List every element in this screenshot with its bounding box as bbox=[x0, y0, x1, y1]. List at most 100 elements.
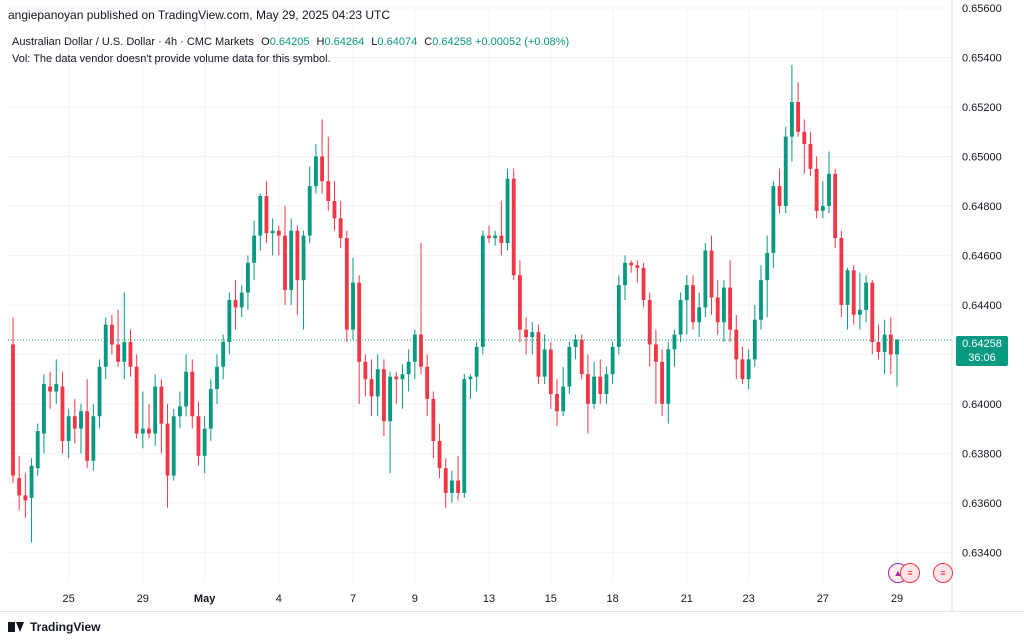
candle-body bbox=[666, 349, 671, 404]
candle-body bbox=[443, 468, 448, 493]
candle-body bbox=[555, 393, 559, 412]
candle-body bbox=[326, 181, 331, 201]
candle-body bbox=[511, 178, 516, 276]
candle-body bbox=[276, 230, 281, 236]
candlestick-chart: 0.634000.636000.638000.640000.642000.644… bbox=[8, 0, 1002, 612]
candle-body bbox=[122, 342, 127, 362]
open-value: 0.64205 bbox=[269, 36, 310, 48]
candle-body bbox=[351, 282, 355, 330]
candle-body bbox=[332, 200, 337, 219]
candle-body bbox=[783, 136, 788, 206]
candle-body bbox=[437, 440, 442, 469]
low-value: 0.64074 bbox=[377, 36, 418, 48]
time-tick-label: 13 bbox=[483, 593, 495, 605]
candle-body bbox=[684, 285, 689, 300]
publisher-line: angiepanoyan published on TradingView.co… bbox=[8, 8, 391, 22]
candle-body bbox=[41, 384, 46, 434]
candle-body bbox=[400, 374, 405, 380]
candle-body bbox=[29, 465, 34, 498]
candle-body bbox=[425, 366, 430, 399]
candle-body bbox=[233, 299, 238, 308]
time-tick-label: 4 bbox=[276, 593, 282, 605]
candle-body bbox=[802, 131, 807, 145]
us-flag-icon[interactable]: ≡ bbox=[933, 563, 953, 583]
symbol-title: Australian Dollar / U.S. Dollar · 4h · C… bbox=[12, 36, 255, 48]
candle-body bbox=[505, 178, 510, 244]
candle-body bbox=[103, 324, 108, 367]
candle-body bbox=[301, 235, 306, 281]
chart-legend: Australian Dollar / U.S. Dollar · 4h · C… bbox=[12, 34, 569, 68]
candle-body bbox=[746, 359, 751, 380]
candle-body bbox=[839, 238, 844, 305]
candle-body bbox=[808, 144, 813, 169]
candle-body bbox=[734, 329, 739, 360]
candle-body bbox=[295, 230, 300, 281]
price-tick-label: 0.65200 bbox=[962, 102, 1002, 114]
candle-body bbox=[672, 334, 677, 350]
tradingview-logo-icon bbox=[8, 622, 24, 632]
candle-body bbox=[264, 196, 269, 234]
candle-body bbox=[85, 411, 90, 461]
candle-body bbox=[412, 334, 417, 362]
candle-body bbox=[116, 344, 121, 362]
candle-body bbox=[48, 386, 53, 392]
candle-body bbox=[647, 299, 652, 345]
candle-body bbox=[313, 156, 318, 187]
candle-body bbox=[833, 173, 838, 239]
candle-body bbox=[715, 297, 720, 323]
candle-body bbox=[456, 480, 461, 493]
candle-body bbox=[542, 349, 547, 377]
candle-body bbox=[882, 334, 887, 352]
price-tick-label: 0.65000 bbox=[962, 151, 1002, 163]
candle-body bbox=[165, 423, 170, 476]
candle-body bbox=[870, 282, 875, 343]
candle-body bbox=[876, 342, 881, 352]
candle-body bbox=[357, 282, 362, 362]
tradingview-logo[interactable]: TradingView bbox=[8, 620, 100, 634]
time-tick-label: 25 bbox=[63, 593, 75, 605]
candle-body bbox=[406, 361, 411, 375]
time-tick-label: 18 bbox=[607, 593, 619, 605]
candle-body bbox=[388, 376, 393, 422]
price-tick-label: 0.65600 bbox=[962, 3, 1002, 15]
candle-body bbox=[239, 292, 244, 308]
time-tick-label: 15 bbox=[545, 593, 557, 605]
candle-body bbox=[221, 342, 226, 367]
candle-body bbox=[270, 230, 275, 234]
candle-body bbox=[895, 339, 899, 355]
price-tick-label: 0.64000 bbox=[962, 399, 1002, 411]
candle-body bbox=[419, 334, 423, 367]
candle-body bbox=[524, 329, 529, 338]
candle-body bbox=[431, 398, 436, 441]
price-tick-label: 0.63800 bbox=[962, 448, 1002, 460]
candle-body bbox=[598, 376, 603, 394]
time-tick-label: 23 bbox=[743, 593, 755, 605]
time-tick-label: 7 bbox=[350, 593, 356, 605]
candle-body bbox=[369, 379, 374, 397]
candle-body bbox=[691, 285, 695, 323]
candle-body bbox=[54, 384, 59, 392]
time-tick-label: 9 bbox=[412, 593, 418, 605]
last-price-value: 0.64258 bbox=[962, 338, 1002, 350]
candle-body bbox=[344, 238, 349, 330]
candle-body bbox=[171, 416, 176, 476]
open-key: O bbox=[261, 36, 270, 48]
candle-body bbox=[579, 339, 584, 375]
us-flag-icon[interactable]: ≡ bbox=[900, 563, 920, 583]
high-key: H bbox=[316, 36, 325, 48]
close-key: C bbox=[424, 36, 433, 48]
candle-body bbox=[530, 332, 535, 338]
candle-body bbox=[653, 344, 658, 362]
candle-body bbox=[592, 376, 597, 404]
candle-body bbox=[381, 369, 386, 422]
candle-body bbox=[567, 346, 572, 387]
candle-body bbox=[814, 168, 819, 211]
candle-body bbox=[740, 359, 745, 380]
low-key: L bbox=[371, 36, 378, 48]
candle-body bbox=[307, 186, 312, 236]
price-tick-label: 0.65400 bbox=[962, 52, 1002, 64]
candle-body bbox=[338, 218, 343, 239]
candle-body bbox=[771, 186, 776, 253]
candle-body bbox=[258, 196, 263, 236]
candle-body bbox=[623, 262, 627, 286]
